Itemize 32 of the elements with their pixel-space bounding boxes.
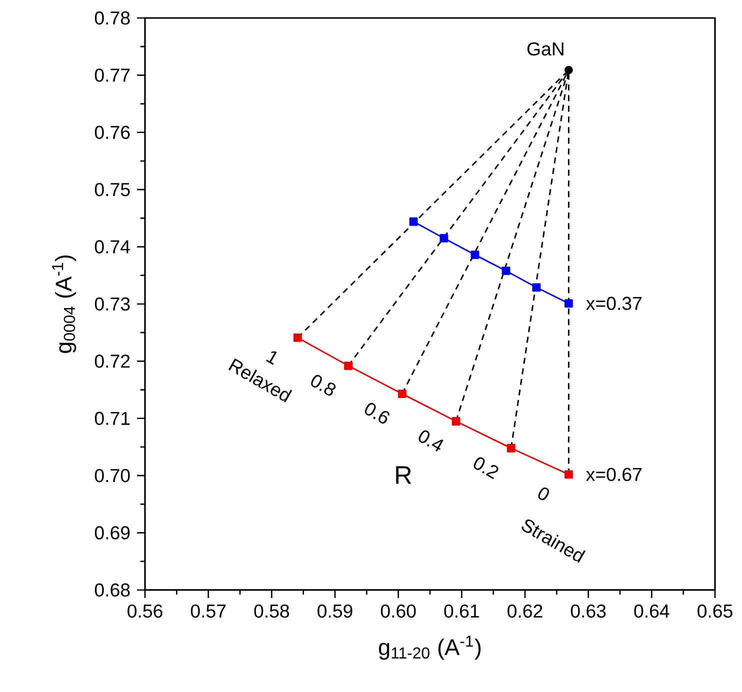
annotation: 0.2 <box>474 457 498 480</box>
y-tick-label: 0.77 <box>94 68 130 82</box>
y-tick-label: 0.78 <box>94 11 130 25</box>
y-tick-label: 0.68 <box>94 583 130 597</box>
annotation: GaN <box>527 42 564 56</box>
y-tick-label: 0.74 <box>94 240 130 254</box>
y-tick-label: 0.73 <box>94 297 130 311</box>
y-tick-label: 0.75 <box>94 182 130 196</box>
annotation: x=0.37 <box>586 296 642 310</box>
x-tick-label: 0.62 <box>508 604 542 618</box>
x-tick-label: 0.57 <box>190 604 226 618</box>
x-tick-label: 0.60 <box>380 604 416 618</box>
x-tick-label: 0.61 <box>444 604 479 618</box>
y-tick-label: 0.76 <box>94 126 130 140</box>
annotation: 0 <box>538 487 550 500</box>
annotation: R <box>396 466 412 484</box>
annotation: 0.8 <box>311 374 336 396</box>
y-axis-title: g$_{0004}$ (A$^{-1}$) <box>52 255 76 353</box>
annotation: 0.6 <box>364 402 390 424</box>
y-tick-label: 0.69 <box>94 526 130 540</box>
x-tick-label: 0.63 <box>570 604 606 618</box>
x-tick-label: 0.59 <box>318 604 352 618</box>
x-tick-label: 0.56 <box>128 604 162 618</box>
y-tick-label: 0.71 <box>94 412 130 425</box>
x-tick-label: 0.64 <box>634 604 670 618</box>
annotation: 0.4 <box>418 430 444 452</box>
y-tick-label: 0.72 <box>94 354 130 368</box>
y-tick-label: 0.70 <box>94 468 130 482</box>
x-tick-label: 0.58 <box>254 604 290 618</box>
x-axis-title: g$_{11-20}$ (A$^{-1}$) <box>378 636 481 660</box>
annotation: x=0.67 <box>586 468 642 482</box>
x-tick-label: 0.65 <box>698 604 732 618</box>
